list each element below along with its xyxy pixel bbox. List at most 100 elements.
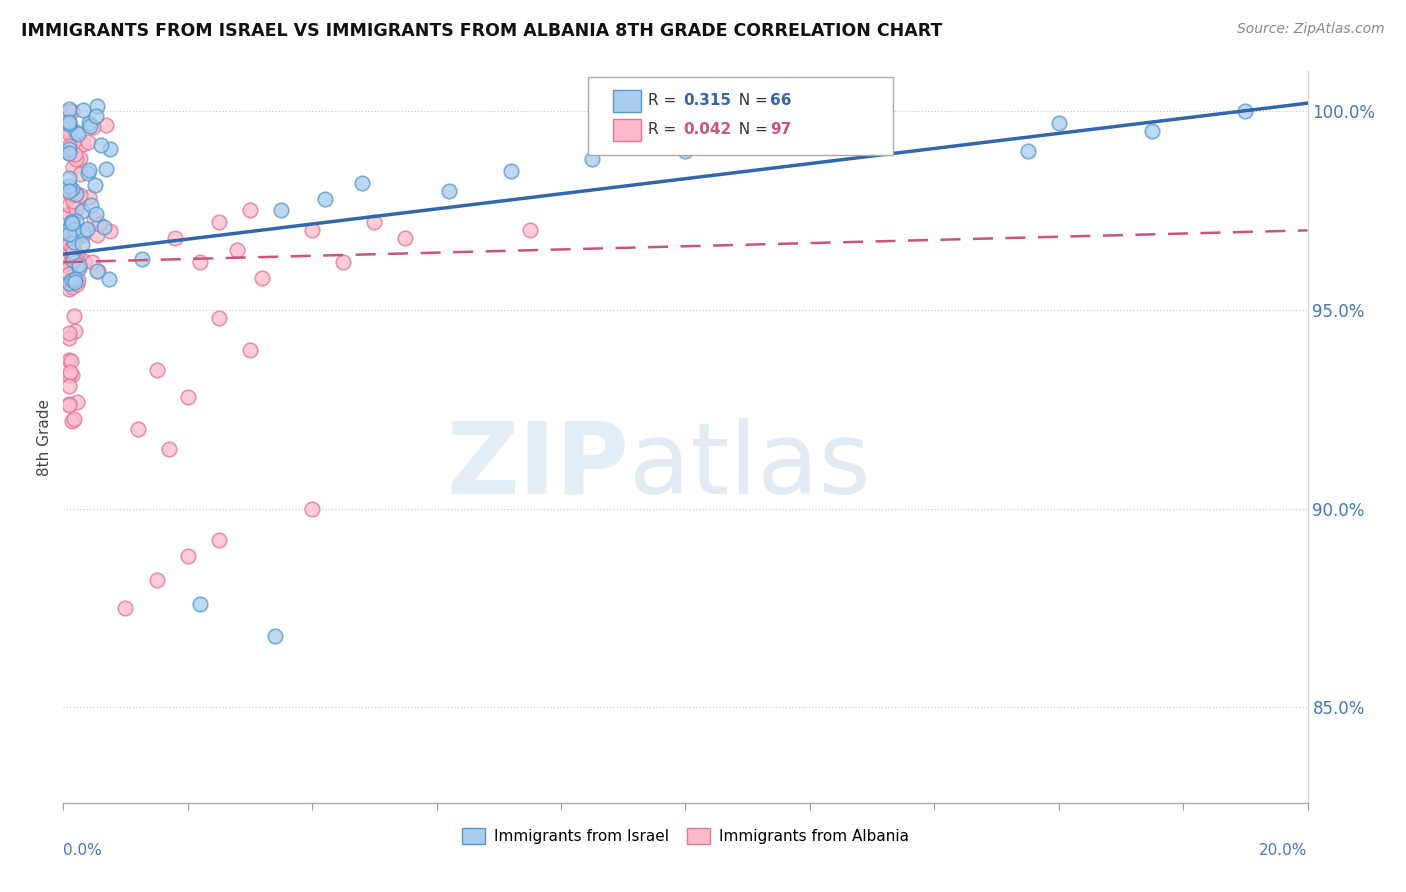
Bar [613, 89, 641, 112]
Point [70, 204, 93, 219]
Point [65, 187, 87, 202]
Point [519, 223, 541, 237]
Point [860, 132, 883, 146]
Point [58, 122, 80, 136]
Point [62, 252, 84, 267]
Point [86, 228, 108, 243]
Text: N =: N = [728, 93, 773, 108]
Point [72, 225, 94, 239]
Point [675, 144, 697, 158]
Point [80, 254, 103, 268]
Point [67, 258, 90, 272]
Point [501, 163, 523, 178]
Y-axis label: 8th Grade: 8th Grade [37, 399, 52, 475]
Point [58, 221, 80, 235]
Text: 0.042: 0.042 [683, 122, 731, 137]
Point [72, 137, 94, 152]
Point [60, 216, 83, 230]
Point [100, 224, 122, 238]
Point [60, 277, 83, 292]
Text: 20.0%: 20.0% [1260, 843, 1308, 858]
Point [60, 353, 83, 368]
Point [58, 326, 80, 341]
Point [58, 237, 80, 252]
Point [60, 368, 83, 383]
Point [77, 190, 100, 204]
Point [58, 146, 80, 161]
Point [58, 236, 80, 251]
Point [127, 422, 149, 436]
Point [239, 203, 262, 218]
Point [73, 254, 96, 268]
Point [58, 260, 80, 274]
Text: 66: 66 [770, 93, 792, 108]
Point [58, 116, 80, 130]
Point [62, 260, 84, 274]
Point [1140, 124, 1163, 138]
Point [62, 210, 84, 224]
Point [62, 235, 84, 249]
Point [62, 245, 84, 260]
Point [72, 103, 94, 118]
Point [157, 442, 180, 456]
Text: IMMIGRANTS FROM ISRAEL VS IMMIGRANTS FROM ALBANIA 8TH GRADE CORRELATION CHART: IMMIGRANTS FROM ISRAEL VS IMMIGRANTS FRO… [21, 22, 942, 40]
Point [66, 277, 89, 291]
Point [60, 270, 83, 285]
Point [363, 215, 385, 229]
Point [301, 501, 323, 516]
Point [94, 162, 117, 177]
Point [252, 271, 274, 285]
Point [58, 227, 80, 242]
Point [62, 202, 84, 217]
Point [58, 142, 80, 156]
Point [86, 99, 108, 113]
Point [58, 115, 80, 129]
Point [188, 255, 211, 269]
Point [65, 187, 87, 202]
Point [67, 259, 90, 273]
Point [66, 394, 89, 409]
Point [60, 413, 83, 427]
Point [65, 213, 87, 227]
Point [59, 365, 82, 379]
Point [58, 116, 80, 130]
Point [62, 194, 84, 208]
Point [263, 629, 285, 643]
Point [58, 331, 80, 345]
Point [394, 231, 416, 245]
Text: 0.0%: 0.0% [63, 843, 103, 858]
Point [76, 221, 98, 235]
Point [58, 184, 80, 198]
Point [58, 277, 80, 291]
Point [332, 255, 354, 269]
Point [84, 207, 107, 221]
Point [93, 220, 115, 235]
Point [58, 396, 80, 410]
Point [69, 151, 91, 165]
Point [63, 186, 86, 201]
Point [65, 125, 87, 139]
Point [1017, 144, 1039, 158]
Point [65, 202, 87, 216]
Point [145, 573, 167, 587]
Text: ZIP: ZIP [447, 417, 630, 515]
Point [165, 231, 187, 245]
Point [63, 324, 86, 338]
Point [226, 244, 249, 258]
Point [62, 253, 84, 268]
Point [58, 244, 80, 258]
Point [66, 127, 89, 141]
Point [98, 142, 121, 156]
Point [62, 135, 84, 149]
Point [60, 273, 83, 287]
Point [90, 137, 112, 152]
Point [82, 120, 104, 135]
Point [59, 252, 82, 267]
Point [58, 379, 80, 393]
Point [67, 273, 90, 287]
Point [60, 280, 83, 294]
Point [63, 272, 86, 286]
Point [58, 282, 80, 296]
Point [79, 120, 101, 134]
Point [65, 246, 87, 260]
